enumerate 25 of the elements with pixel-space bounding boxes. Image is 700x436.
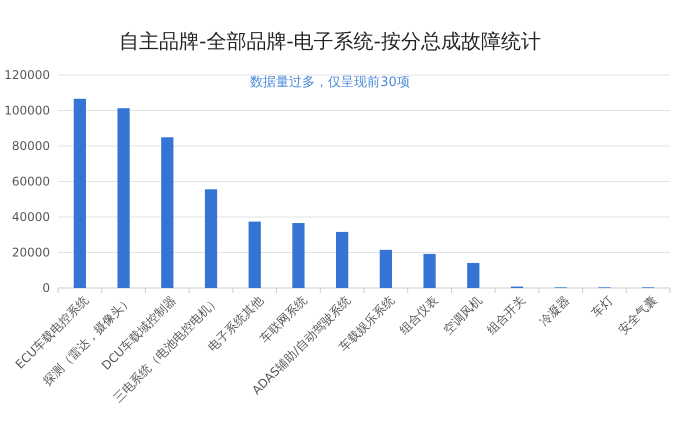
- bar: [467, 262, 480, 288]
- x-tick-label: 组合开关: [484, 293, 528, 338]
- x-tick-label: 冷凝器: [536, 293, 572, 329]
- y-tick-label: 0: [42, 280, 50, 295]
- bar: [204, 189, 218, 288]
- bar: [74, 98, 86, 288]
- annotation: 数据量过多，仅呈现前30项: [250, 75, 410, 90]
- bar: [292, 223, 305, 288]
- bar: [161, 137, 174, 288]
- bar: [380, 250, 392, 288]
- x-tick-label: 空调风机: [440, 293, 484, 338]
- y-tick-label: 40000: [12, 210, 50, 224]
- y-tick-label: 100000: [4, 103, 50, 118]
- bar: [117, 108, 130, 288]
- chart-title: 自主品牌-全部品牌-电子系统-按分总成故障统计: [119, 29, 541, 53]
- y-tick-label: 60000: [12, 174, 50, 188]
- bar: [336, 232, 348, 288]
- y-tick-label: 120000: [4, 68, 50, 82]
- x-tick-label: 安全气囊: [616, 293, 660, 338]
- bar: [423, 254, 436, 288]
- y-tick-label: 20000: [12, 245, 50, 260]
- x-tick-label: 组合仪表: [396, 293, 441, 338]
- y-tick-label: 80000: [12, 138, 50, 153]
- x-tick-label: 车灯: [588, 293, 616, 320]
- bar: [248, 222, 261, 288]
